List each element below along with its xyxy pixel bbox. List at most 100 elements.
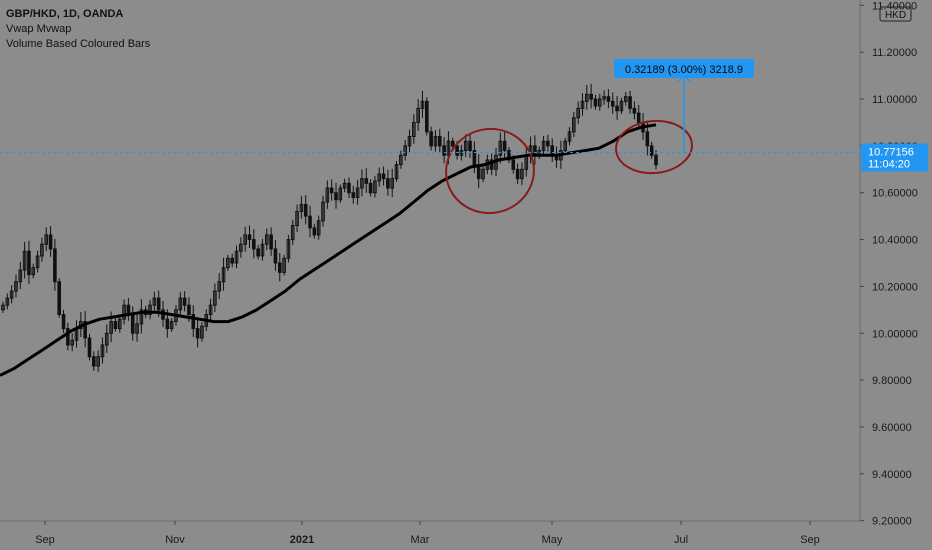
candle-body[interactable]	[321, 201, 325, 222]
candle-body[interactable]	[290, 225, 295, 241]
candle-body[interactable]	[195, 328, 200, 339]
candle-body[interactable]	[22, 250, 27, 271]
candle-body[interactable]	[208, 304, 213, 316]
candle-body[interactable]	[628, 96, 632, 109]
candle-body[interactable]	[498, 140, 503, 156]
candle-body[interactable]	[156, 297, 161, 311]
candle-body[interactable]	[44, 234, 49, 245]
candle-body[interactable]	[200, 325, 204, 339]
candle-body[interactable]	[567, 131, 572, 142]
candle-body[interactable]	[100, 344, 105, 358]
candle-body[interactable]	[312, 227, 317, 236]
candle-body[interactable]	[277, 262, 282, 273]
candle-body[interactable]	[53, 248, 57, 283]
candle-body[interactable]	[645, 131, 650, 147]
candle-body[interactable]	[455, 145, 459, 156]
candle-body[interactable]	[602, 96, 606, 100]
candle-body[interactable]	[520, 168, 524, 180]
candle-body[interactable]	[130, 314, 135, 334]
candle-body[interactable]	[169, 321, 174, 330]
candle-body[interactable]	[92, 356, 96, 367]
candle-body[interactable]	[165, 318, 170, 330]
candle-body[interactable]	[541, 140, 546, 152]
candle-body[interactable]	[420, 100, 425, 109]
candle-body[interactable]	[649, 145, 654, 156]
candle-body[interactable]	[425, 100, 429, 133]
candle-body[interactable]	[606, 96, 611, 102]
candle-body[interactable]	[70, 339, 74, 346]
candle-body[interactable]	[481, 168, 485, 180]
candle-body[interactable]	[325, 187, 330, 203]
candle-body[interactable]	[585, 93, 589, 102]
candle-body[interactable]	[61, 314, 66, 330]
candle-body[interactable]	[299, 203, 304, 212]
candle-body[interactable]	[152, 297, 157, 306]
candle-body[interactable]	[563, 140, 567, 152]
candle-body[interactable]	[295, 210, 299, 227]
candle-body[interactable]	[213, 290, 217, 306]
candle-body[interactable]	[148, 304, 152, 316]
candle-body[interactable]	[368, 182, 373, 194]
candle-body[interactable]	[636, 112, 641, 123]
candle-body[interactable]	[338, 187, 343, 201]
candle-body[interactable]	[83, 321, 87, 339]
candle-body[interactable]	[515, 168, 520, 180]
candle-body[interactable]	[351, 192, 356, 198]
candle-body[interactable]	[117, 318, 122, 330]
candle-body[interactable]	[221, 267, 226, 283]
candle-body[interactable]	[329, 187, 334, 194]
candle-body[interactable]	[243, 234, 247, 245]
candle-body[interactable]	[394, 164, 399, 180]
candle-body[interactable]	[66, 328, 70, 346]
candle-body[interactable]	[632, 107, 637, 114]
annotation-circle-right[interactable]	[614, 118, 694, 176]
candle-body[interactable]	[282, 257, 286, 273]
candle-body[interactable]	[226, 257, 230, 269]
candle-body[interactable]	[399, 154, 403, 166]
candle-body[interactable]	[412, 121, 416, 138]
candle-body[interactable]	[489, 159, 494, 170]
candle-body[interactable]	[109, 321, 113, 334]
candle-body[interactable]	[463, 140, 468, 152]
candle-body[interactable]	[654, 154, 658, 166]
candle-body[interactable]	[303, 203, 308, 217]
candle-body[interactable]	[342, 182, 347, 189]
candle-body[interactable]	[31, 267, 36, 276]
measure-label-box[interactable]	[614, 59, 754, 78]
candle-body[interactable]	[407, 136, 412, 147]
last-price-label[interactable]	[861, 143, 928, 172]
annotation-circle-left[interactable]	[438, 121, 542, 221]
candle-body[interactable]	[252, 239, 256, 250]
candle-body[interactable]	[113, 321, 118, 330]
candle-body[interactable]	[14, 281, 18, 292]
candle-body[interactable]	[610, 100, 615, 107]
candle-body[interactable]	[597, 98, 602, 107]
candle-body[interactable]	[442, 145, 446, 156]
candle-body[interactable]	[316, 220, 321, 236]
candle-body[interactable]	[1, 304, 5, 311]
candle-body[interactable]	[182, 297, 187, 306]
candle-body[interactable]	[572, 117, 576, 133]
candle-body[interactable]	[429, 131, 433, 147]
currency-badge[interactable]	[879, 6, 912, 22]
candle-body[interactable]	[178, 297, 183, 311]
candle-body[interactable]	[18, 269, 23, 283]
candle-body[interactable]	[122, 304, 126, 320]
candle-body[interactable]	[437, 136, 442, 147]
candle-body[interactable]	[364, 178, 369, 184]
candle-body[interactable]	[104, 332, 109, 346]
candle-body[interactable]	[273, 248, 278, 264]
candle-body[interactable]	[96, 356, 100, 367]
candle-body[interactable]	[507, 150, 511, 161]
candle-body[interactable]	[619, 100, 624, 112]
candle-body[interactable]	[623, 96, 628, 102]
candle-body[interactable]	[373, 180, 377, 194]
candle-body[interactable]	[433, 136, 438, 147]
indicator-volume-bars[interactable]: Volume Based Coloured Bars	[6, 38, 151, 50]
candle-body[interactable]	[5, 297, 10, 306]
candle-body[interactable]	[416, 107, 420, 123]
candle-body[interactable]	[230, 257, 234, 264]
candle-body[interactable]	[334, 192, 338, 201]
